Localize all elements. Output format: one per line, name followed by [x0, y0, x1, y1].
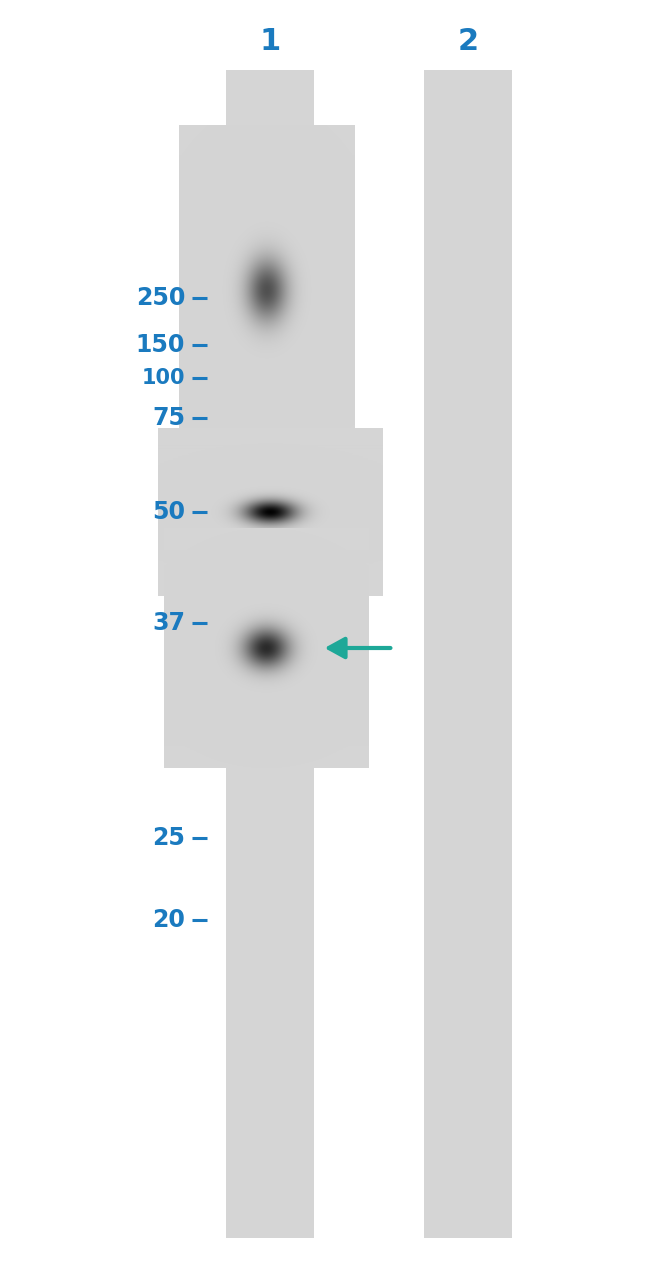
Text: 1: 1: [259, 28, 280, 56]
Bar: [226, 70, 313, 1238]
Text: 37: 37: [152, 611, 185, 635]
Text: 150: 150: [136, 333, 185, 357]
Text: 75: 75: [152, 406, 185, 431]
Text: 25: 25: [152, 826, 185, 850]
Text: 20: 20: [152, 908, 185, 932]
Text: 100: 100: [142, 368, 185, 389]
Text: 250: 250: [136, 286, 185, 310]
Text: 2: 2: [458, 28, 478, 56]
Text: 50: 50: [152, 500, 185, 525]
Bar: [424, 70, 512, 1238]
